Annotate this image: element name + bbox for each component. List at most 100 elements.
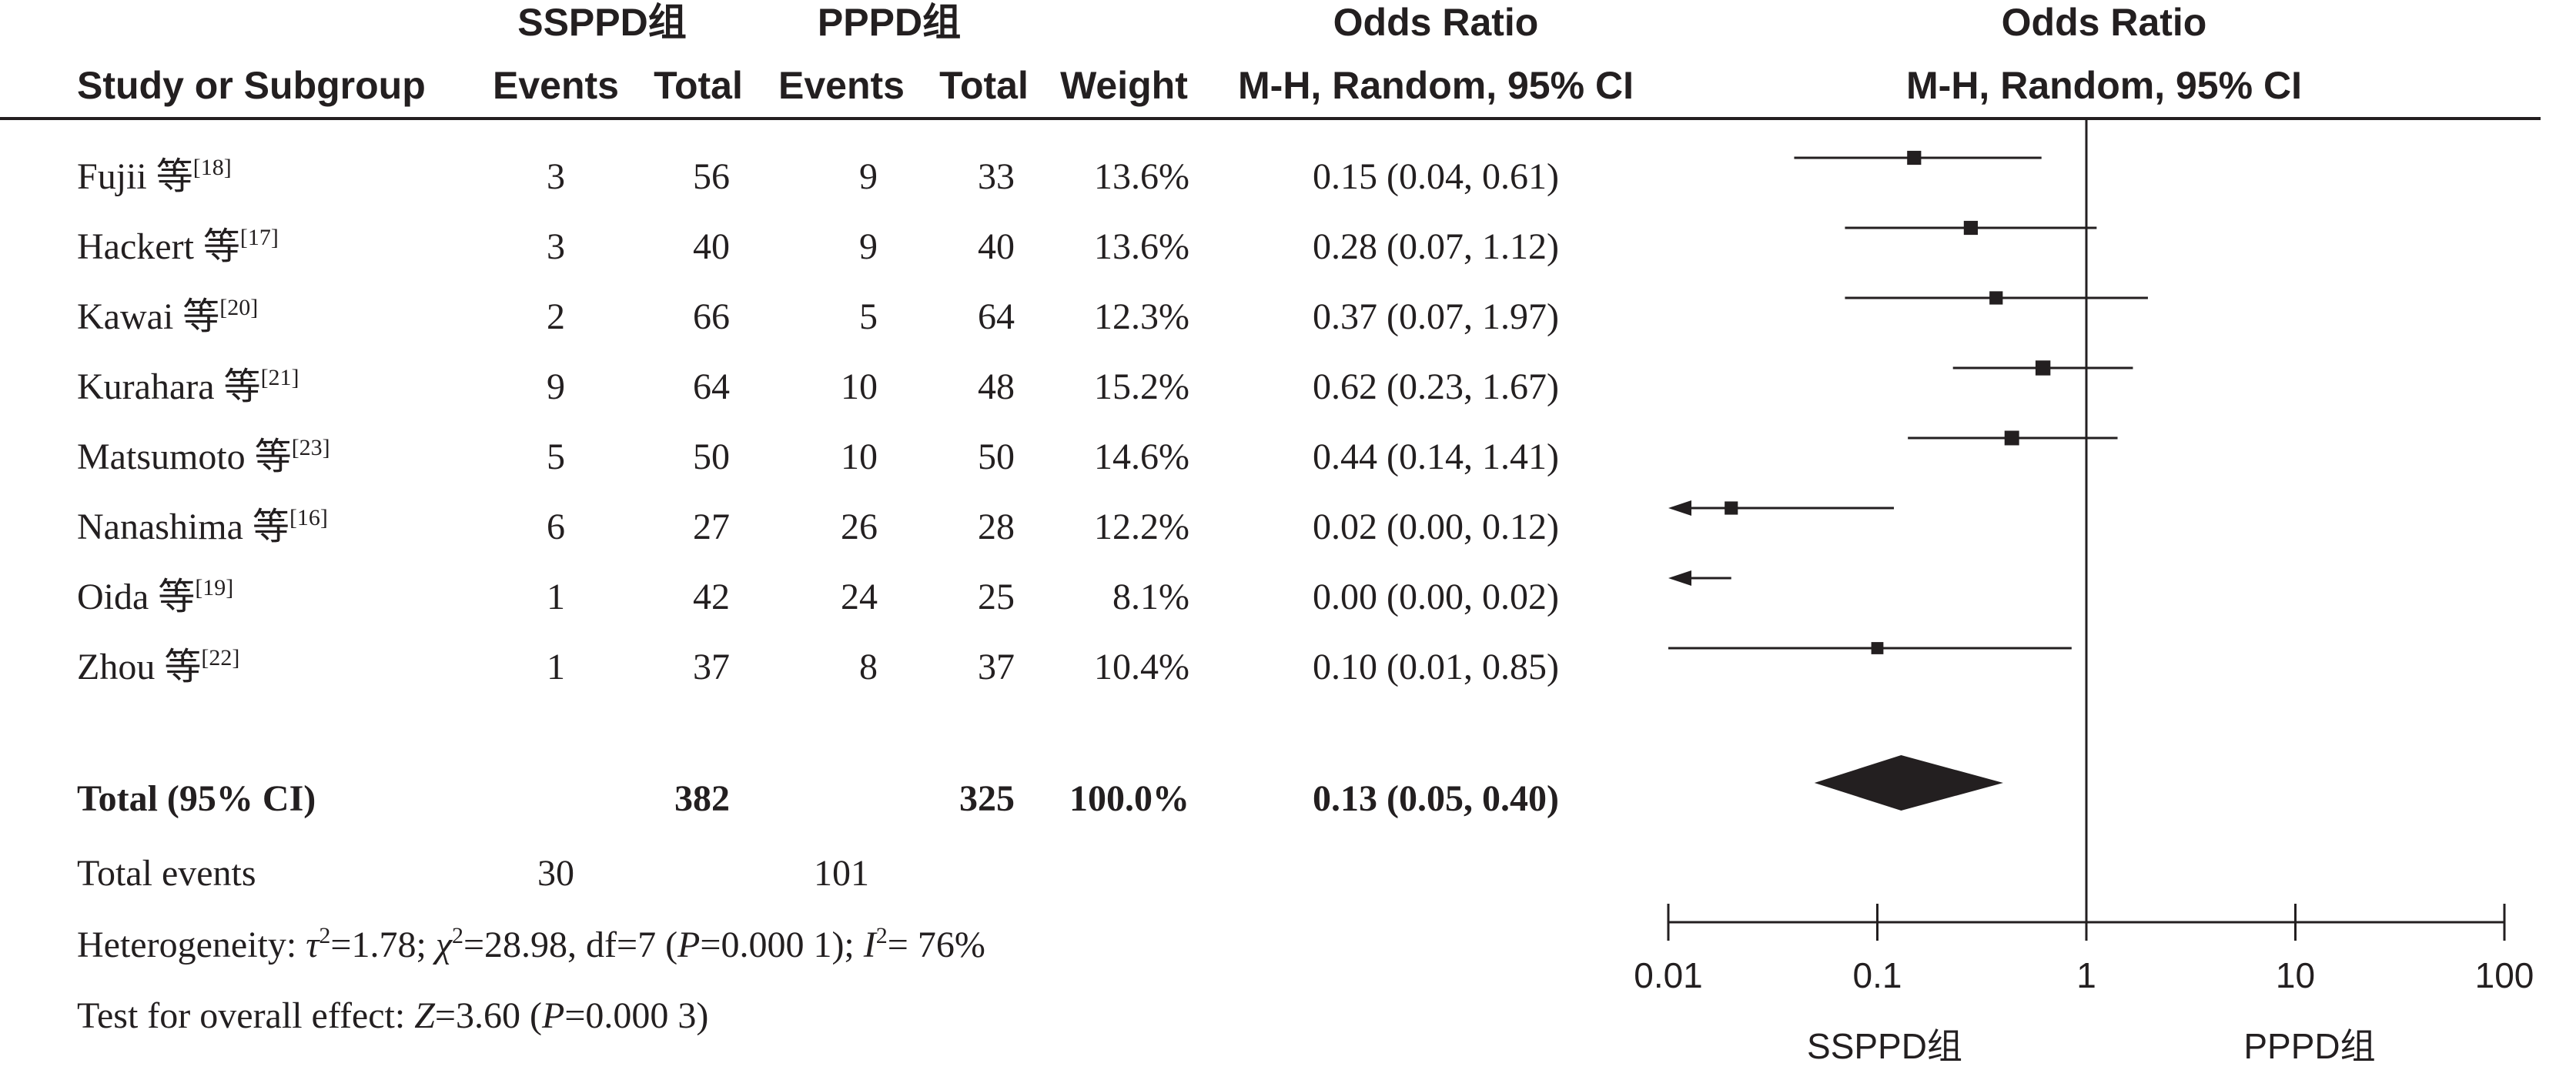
group2-header: PPPD组 xyxy=(818,1,961,44)
study-name: Nanashima 等[16] xyxy=(77,505,328,547)
total1-cell: 64 xyxy=(693,366,730,407)
total2-column-header: Total xyxy=(939,64,1029,107)
forest-plot-area: 0.01 0.1 1 10 100 xyxy=(1634,119,2534,995)
weight-cell: 13.6% xyxy=(1094,226,1189,267)
total2-cell: 37 xyxy=(978,647,1015,687)
events2-cell: 5 xyxy=(859,296,878,337)
table-row: Kawai 等[20] 2 66 5 64 12.3% 0.37 (0.07, 1.97) xyxy=(77,295,1559,337)
favours-left-label: SSPPD组 xyxy=(1807,1026,1962,1066)
table-row: Zhou 等[22] 1 37 8 37 10.4% 0.10 (0.01, 0.85) xyxy=(77,645,1559,687)
events1-cell: 2 xyxy=(547,296,565,337)
total1-cell: 27 xyxy=(693,507,730,547)
x-axis-tick-label: 1 xyxy=(2076,955,2096,995)
events2-cell: 24 xyxy=(841,577,878,617)
total1-cell: 42 xyxy=(693,577,730,617)
events1-cell: 3 xyxy=(547,156,565,197)
point-estimate xyxy=(1963,220,1979,236)
study-name: Kawai 等[20] xyxy=(77,295,258,337)
x-axis-tick-label: 10 xyxy=(2276,955,2315,995)
events1-column-header: Events xyxy=(493,64,619,107)
point-estimate xyxy=(2035,360,2051,376)
or-ci-cell: 0.02 (0.00, 0.12) xyxy=(1313,507,1559,547)
events2-cell: 8 xyxy=(859,647,878,687)
or-ci-cell: 0.15 (0.04, 0.61) xyxy=(1313,156,1559,197)
total-events-row: Total events 30 101 xyxy=(77,853,869,894)
total-events-e1: 30 xyxy=(537,853,574,894)
study-rows: Fujii 等[18] 3 56 9 33 13.6% 0.15 (0.04, 0.61)H… xyxy=(77,155,1559,687)
point-estimate xyxy=(1907,150,1922,166)
total2-cell: 25 xyxy=(978,577,1015,617)
ci-left-arrow xyxy=(1668,570,1691,586)
total-row: Total (95% CI) 382 325 100.0% 0.13 (0.05… xyxy=(77,778,1559,819)
or-ci-cell: 0.10 (0.01, 0.85) xyxy=(1313,647,1559,687)
total-t1: 382 xyxy=(674,778,730,819)
weight-cell: 14.6% xyxy=(1094,436,1189,477)
events2-cell: 9 xyxy=(859,156,878,197)
table-row: Fujii 等[18] 3 56 9 33 13.6% 0.15 (0.04, 0.61) xyxy=(77,155,1559,197)
events2-column-header: Events xyxy=(778,64,905,107)
events1-cell: 6 xyxy=(547,507,565,547)
weight-cell: 12.2% xyxy=(1094,507,1189,547)
or-title-table: Odds Ratio xyxy=(1333,1,1539,44)
or-ci-cell: 0.37 (0.07, 1.97) xyxy=(1313,296,1559,337)
table-row: Kurahara 等[21] 9 64 10 48 15.2% 0.62 (0.23, 1.… xyxy=(77,365,1559,407)
point-estimate xyxy=(2004,430,2019,446)
point-estimate xyxy=(1989,291,2003,305)
x-axis-tick-label: 0.1 xyxy=(1853,955,1902,995)
table-row: Hackert 等[17] 3 40 9 40 13.6% 0.28 (0.07, 1.12… xyxy=(77,225,1559,267)
events1-cell: 1 xyxy=(547,647,565,687)
group1-header: SSPPD组 xyxy=(517,1,687,44)
total1-cell: 66 xyxy=(693,296,730,337)
total1-cell: 56 xyxy=(693,156,730,197)
total-ci: 0.13 (0.05, 0.40) xyxy=(1313,778,1559,819)
total2-cell: 50 xyxy=(978,436,1015,477)
study-name: Zhou 等[22] xyxy=(77,645,239,687)
or-ci-cell: 0.00 (0.00, 0.02) xyxy=(1313,577,1559,617)
total-events-label: Total events xyxy=(77,853,256,894)
events1-cell: 9 xyxy=(547,366,565,407)
favours-right-label: PPPD组 xyxy=(2243,1026,2375,1066)
study-name: Oida 等[19] xyxy=(77,575,233,617)
total1-cell: 37 xyxy=(693,647,730,687)
table-row: Matsumoto 等[23] 5 50 10 50 14.6% 0.44 (0.14, 1… xyxy=(77,435,1559,477)
total-label: Total (95% CI) xyxy=(77,778,316,819)
overall-effect-text: Test for overall effect: Z=3.60 (P=0.000… xyxy=(77,995,708,1036)
pooled-diamond xyxy=(1814,755,2003,811)
or-title-plot: Odds Ratio xyxy=(2002,1,2207,44)
total1-cell: 50 xyxy=(693,436,730,477)
or-ci-cell: 0.62 (0.23, 1.67) xyxy=(1313,366,1559,407)
or-ci-cell: 0.28 (0.07, 1.12) xyxy=(1313,226,1559,267)
or-ci-cell: 0.44 (0.14, 1.41) xyxy=(1313,436,1559,477)
weight-cell: 15.2% xyxy=(1094,366,1189,407)
events1-cell: 5 xyxy=(547,436,565,477)
table-row: Nanashima 等[16] 6 27 26 28 12.2% 0.02 (0.00, 0… xyxy=(77,505,1559,547)
or-method-table: M-H, Random, 95% CI xyxy=(1238,64,1634,107)
total1-column-header: Total xyxy=(654,64,743,107)
study-name: Hackert 等[17] xyxy=(77,225,279,267)
point-estimate xyxy=(1725,501,1738,515)
events2-cell: 10 xyxy=(841,366,878,407)
study-name: Fujii 等[18] xyxy=(77,155,232,197)
point-estimate xyxy=(1871,642,1884,654)
events2-cell: 26 xyxy=(841,507,878,547)
total2-cell: 28 xyxy=(978,507,1015,547)
weight-cell: 13.6% xyxy=(1094,156,1189,197)
total-weight: 100.0% xyxy=(1069,778,1189,819)
heterogeneity-text: Heterogeneity: τ2=1.78; χ2=28.98, df=7 (… xyxy=(77,923,985,965)
total1-cell: 40 xyxy=(693,226,730,267)
weight-column-header: Weight xyxy=(1060,64,1188,107)
x-axis-tick-label: 100 xyxy=(2475,955,2534,995)
total-events-e2: 101 xyxy=(814,853,869,894)
total2-cell: 40 xyxy=(978,226,1015,267)
x-axis-tick-label: 0.01 xyxy=(1634,955,1703,995)
events1-cell: 3 xyxy=(547,226,565,267)
weight-cell: 8.1% xyxy=(1112,577,1189,617)
total-t2: 325 xyxy=(959,778,1015,819)
total2-cell: 64 xyxy=(978,296,1015,337)
total2-cell: 48 xyxy=(978,366,1015,407)
study-name: Kurahara 等[21] xyxy=(77,365,299,407)
events1-cell: 1 xyxy=(547,577,565,617)
study-name: Matsumoto 等[23] xyxy=(77,435,330,477)
weight-cell: 10.4% xyxy=(1094,647,1189,687)
